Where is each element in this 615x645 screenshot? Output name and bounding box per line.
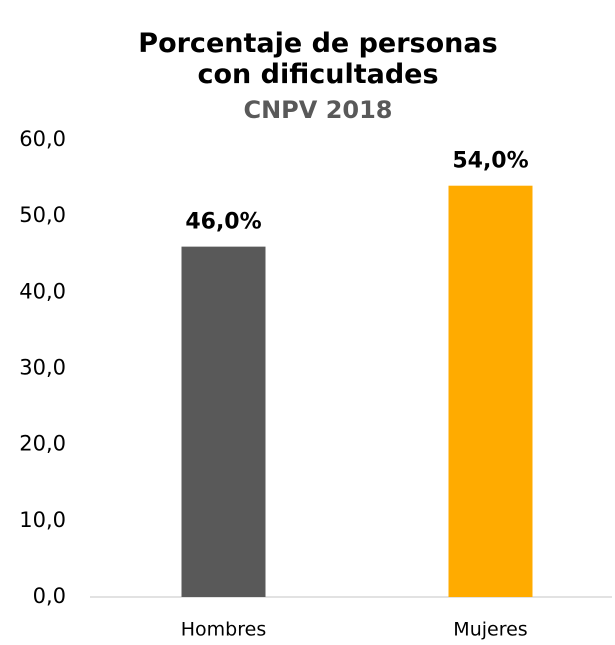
y-tick-label: 50,0 <box>19 203 66 227</box>
x-tick-label: Mujeres <box>453 619 527 641</box>
data-label: 46,0% <box>185 210 261 235</box>
y-tick-label: 40,0 <box>19 279 66 303</box>
chart-subtitle: CNPV 2018 <box>243 96 393 124</box>
y-tick-label: 30,0 <box>19 356 66 380</box>
y-tick-label: 60,0 <box>19 127 66 151</box>
y-tick-label: 10,0 <box>19 508 66 532</box>
bar <box>448 185 533 597</box>
y-tick-label: 0,0 <box>33 584 66 608</box>
data-label: 54,0% <box>452 149 528 174</box>
y-tick-label: 20,0 <box>19 432 66 456</box>
chart-title: Porcentaje de personas con dificultades <box>138 28 498 90</box>
bar <box>181 246 266 597</box>
x-tick-label: Hombres <box>181 619 266 641</box>
